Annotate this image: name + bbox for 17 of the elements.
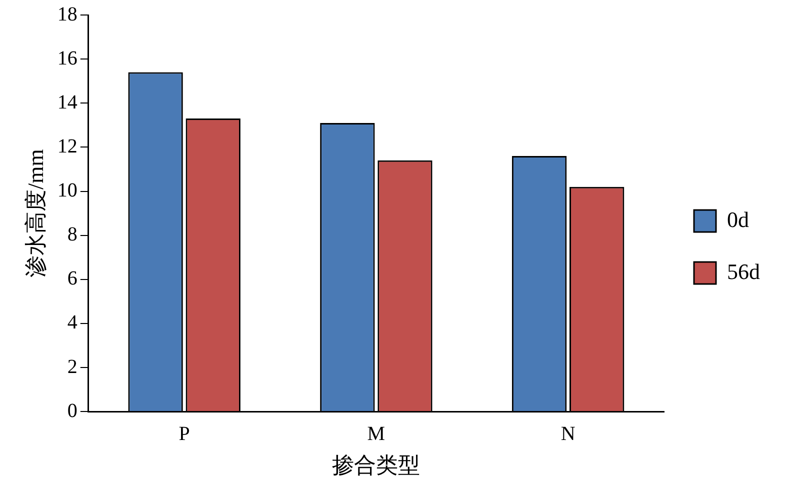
y-tick-label: 14 xyxy=(57,91,78,114)
y-tick-label: 8 xyxy=(67,224,78,246)
y-tick-label: 0 xyxy=(67,400,78,422)
y-tick-label: 16 xyxy=(57,47,78,70)
y-tick-label: 18 xyxy=(57,3,78,26)
x-tick-label: M xyxy=(367,422,386,445)
y-tick-label: 10 xyxy=(57,180,78,202)
x-axis-title: 掺合类型 xyxy=(332,452,420,478)
legend-label: 0d xyxy=(727,206,749,232)
y-tick-label: 12 xyxy=(57,135,78,158)
y-tick-label: 6 xyxy=(67,268,78,290)
legend-label: 56d xyxy=(727,258,760,284)
x-tick-label: P xyxy=(178,422,190,445)
y-tick-label: 4 xyxy=(67,312,78,334)
y-axis-title: 渗水高度/mm xyxy=(22,149,48,278)
y-tick-label: 2 xyxy=(67,356,78,378)
x-tick-label: N xyxy=(560,422,576,445)
